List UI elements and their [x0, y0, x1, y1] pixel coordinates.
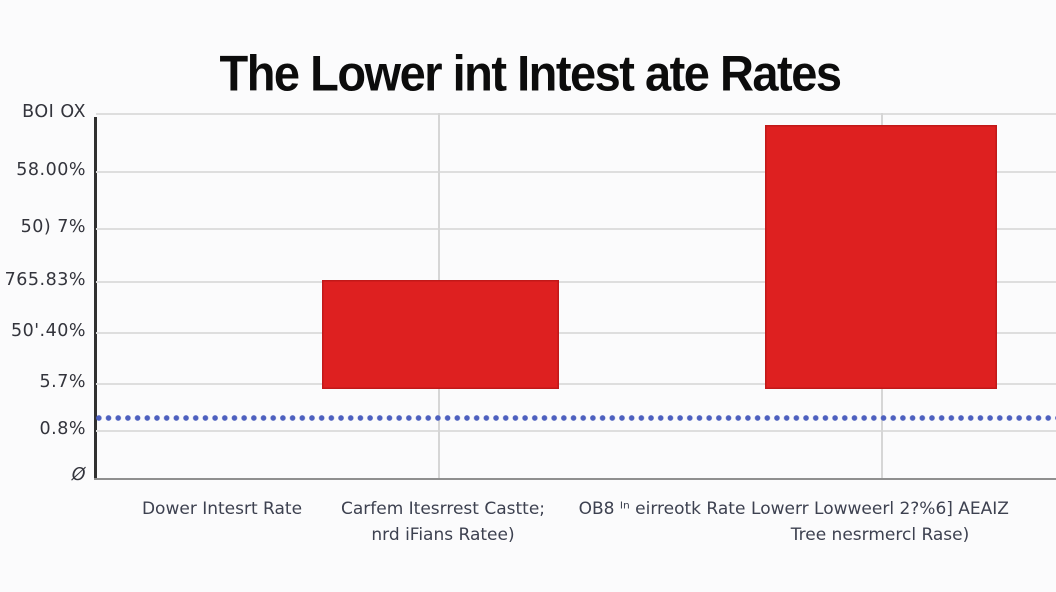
y-tick-label: 765.83% [4, 270, 86, 290]
x-tick-label-line: Lowerr Lowweerl 2?%6] AEAIZ [751, 499, 1009, 519]
x-tick-label: OB8 ᴵⁿ eirreotk Rate [512, 496, 812, 522]
horizontal-gridline [96, 171, 1056, 173]
x-axis-line [94, 478, 1056, 480]
horizontal-gridline [96, 383, 1056, 385]
y-tick-label: 50'.40% [10, 321, 86, 341]
y-tick-label: BOI OX [22, 102, 86, 122]
y-tick-label: 50) 7% [20, 217, 86, 237]
x-tick-label: Dower Intesrt Rate [72, 496, 372, 522]
horizontal-gridline [96, 332, 1056, 334]
y-tick-label: 0.8% [39, 419, 86, 439]
x-tick-label: Lowerr Lowweerl 2?%6] AEAIZ Tree nesrmerc… [730, 496, 1030, 548]
y-tick-label: Ø [71, 465, 86, 485]
chart-title: The Lower int Intest ate Rates [219, 45, 842, 102]
x-tick-label-line: Tree nesrmercl Rase) [790, 525, 970, 545]
y-tick-label: 5.7% [39, 372, 86, 392]
dotted-trend-line [94, 414, 1056, 422]
x-tick-label-line: OB8 ᴵⁿ eirreotk Rate [578, 499, 746, 519]
horizontal-gridline [96, 228, 1056, 230]
horizontal-gridline [96, 113, 1056, 115]
x-tick-label-line: Dower Intesrt Rate [141, 499, 303, 519]
bar [765, 125, 997, 389]
y-axis-line [94, 117, 97, 480]
horizontal-gridline [96, 281, 1056, 283]
bar [322, 280, 559, 389]
x-tick-label-line: Carfem Itesrrest Castte; [340, 499, 546, 519]
horizontal-gridline [96, 430, 1056, 432]
x-tick-label-line: nrd iFians Ratee) [371, 525, 515, 545]
x-tick-label: Carfem Itesrrest Castte; nrd iFians Ratee… [293, 496, 593, 548]
y-tick-label: 58.00% [16, 160, 86, 180]
